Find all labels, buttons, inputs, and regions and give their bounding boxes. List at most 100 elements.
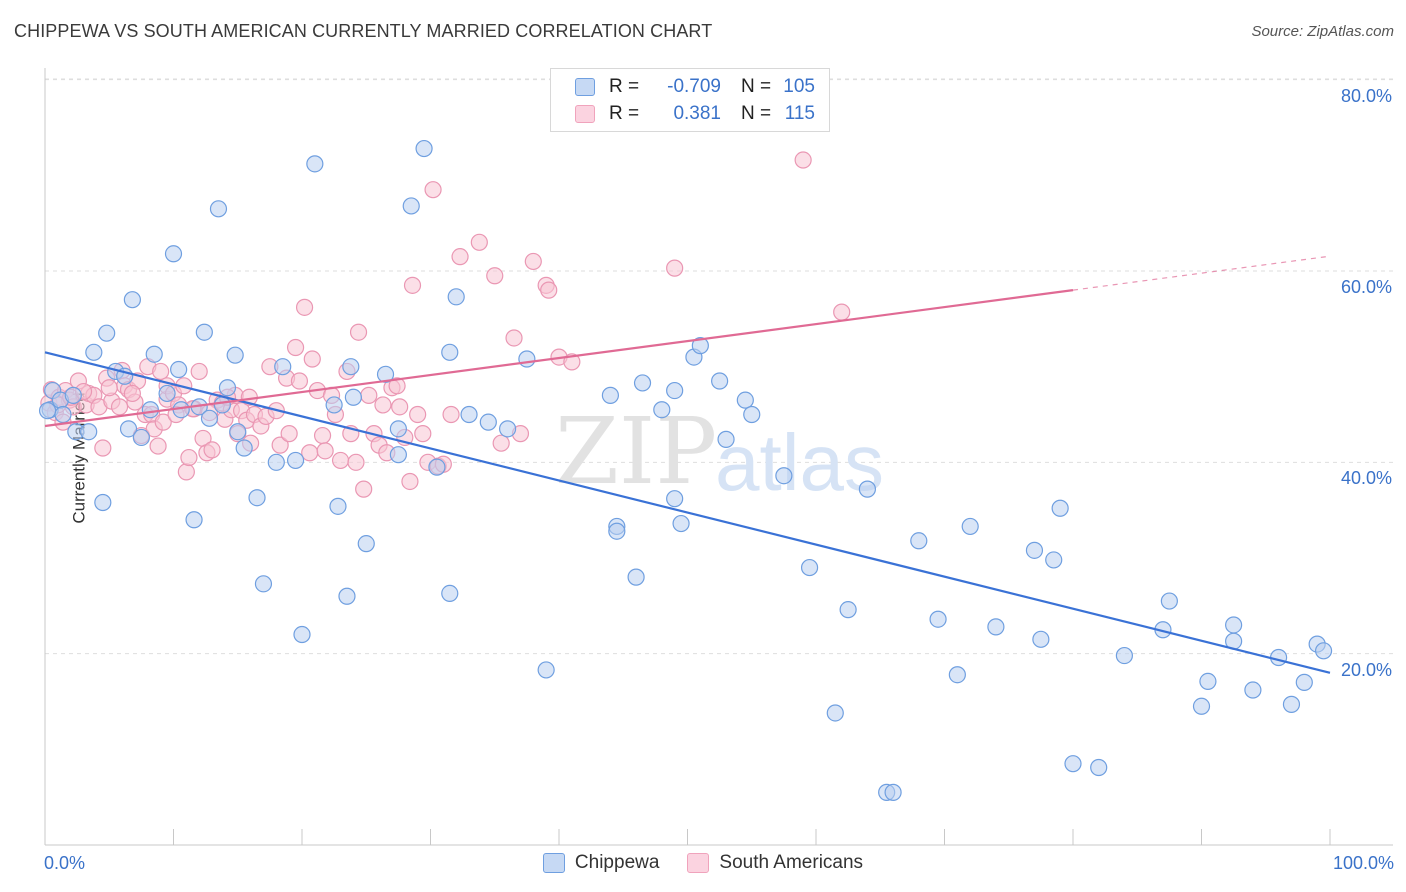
chippewa-point bbox=[666, 490, 684, 508]
chippewa-point bbox=[961, 517, 979, 536]
south-americans-point bbox=[409, 405, 427, 424]
chippewa-point bbox=[164, 245, 183, 263]
south-americans-point bbox=[524, 252, 542, 271]
south-americans-point bbox=[100, 379, 118, 397]
y-tick-20: 20.0% bbox=[1340, 660, 1392, 680]
chippewa-point bbox=[235, 439, 253, 457]
south-americans-point bbox=[347, 453, 365, 471]
chart-title: CHIPPEWA VS SOUTH AMERICAN CURRENTLY MAR… bbox=[14, 21, 713, 41]
stats-legend: R = -0.709 N = 105 R = 0.381 N = 115 bbox=[550, 68, 830, 132]
chippewa-point bbox=[267, 453, 285, 471]
x-tick-min: 0.0% bbox=[44, 853, 86, 873]
chippewa-point bbox=[826, 704, 844, 722]
chippewa-point bbox=[325, 396, 343, 414]
chippewa-point bbox=[441, 343, 459, 361]
chippewa-point bbox=[306, 155, 324, 173]
south-americans-point bbox=[414, 425, 432, 443]
chippewa-point bbox=[226, 346, 244, 364]
chippewa-point bbox=[85, 343, 103, 361]
south-americans-point bbox=[374, 396, 392, 414]
chippewa-point bbox=[441, 584, 459, 602]
south-americans-point bbox=[286, 338, 305, 357]
chippewa-point bbox=[1314, 642, 1333, 660]
chippewa-point bbox=[80, 423, 98, 441]
chippewa-point bbox=[376, 365, 395, 383]
legend-swatch-south-americans bbox=[575, 105, 595, 123]
chippewa-point bbox=[608, 522, 626, 540]
chippewa-point bbox=[717, 430, 735, 448]
south-americans-trend-extension bbox=[1072, 255, 1331, 291]
south-americans-point bbox=[470, 233, 488, 251]
south-americans-point bbox=[190, 362, 208, 381]
south-americans-point bbox=[540, 281, 558, 299]
series-label-chippewa: Chippewa bbox=[574, 852, 660, 873]
series-legend-south-americans: South Americans bbox=[687, 852, 863, 874]
chippewa-point bbox=[141, 401, 159, 419]
chippewa-point bbox=[293, 625, 311, 644]
chippewa-point bbox=[123, 291, 141, 309]
chippewa-point bbox=[1199, 672, 1217, 691]
chippewa-point bbox=[1192, 697, 1211, 715]
south-americans-point bbox=[505, 329, 523, 347]
chippewa-point bbox=[672, 514, 690, 533]
chippewa-point bbox=[1115, 646, 1134, 665]
chippewa-point bbox=[338, 587, 356, 605]
chippewa-point bbox=[195, 323, 213, 341]
chippewa-point bbox=[736, 391, 754, 409]
south-americans-point bbox=[290, 372, 309, 390]
chippewa-point bbox=[884, 783, 902, 801]
chippewa-point bbox=[344, 388, 362, 406]
chippewa-point bbox=[1282, 695, 1301, 713]
south-americans-point bbox=[110, 398, 129, 416]
chippewa-trend-line bbox=[44, 351, 1331, 674]
series-legend-chippewa: Chippewa bbox=[542, 852, 660, 874]
series-swatch-south-americans bbox=[687, 853, 710, 873]
chippewa-point bbox=[229, 423, 247, 441]
chippewa-point bbox=[691, 337, 709, 355]
legend-n-value: 115 bbox=[784, 103, 815, 124]
south-americans-point bbox=[666, 259, 684, 277]
south-americans-point bbox=[424, 181, 442, 199]
legend-r-value: -0.709 bbox=[667, 76, 721, 97]
chippewa-point bbox=[415, 139, 433, 158]
chippewa-point bbox=[218, 379, 237, 397]
chippewa-point bbox=[711, 372, 729, 390]
chippewa-point bbox=[858, 480, 877, 498]
chippewa-point bbox=[185, 511, 203, 529]
chippewa-point bbox=[743, 405, 761, 424]
chippewa-point bbox=[119, 420, 138, 438]
chippewa-point bbox=[213, 396, 231, 414]
south-americans-point bbox=[301, 444, 319, 462]
chippewa-point bbox=[389, 446, 407, 464]
south-americans-point bbox=[271, 436, 289, 454]
x-tick-max: 100.0% bbox=[1332, 853, 1394, 873]
chippewa-point bbox=[389, 420, 407, 438]
chippewa-point bbox=[839, 601, 857, 619]
south-americans-point bbox=[123, 384, 141, 403]
south-americans-point bbox=[492, 434, 510, 452]
south-americans-trend-line bbox=[44, 289, 1074, 428]
chippewa-point bbox=[1295, 673, 1313, 691]
chippewa-point bbox=[64, 386, 82, 404]
watermark-atlas: atlas bbox=[715, 418, 884, 507]
legend-swatch-chippewa bbox=[575, 78, 595, 96]
chippewa-point bbox=[601, 386, 620, 404]
chippewa-point bbox=[1025, 541, 1044, 559]
south-americans-point bbox=[442, 405, 460, 424]
chippewa-point bbox=[158, 384, 176, 403]
chippewa-point bbox=[653, 401, 671, 419]
chippewa-point bbox=[1032, 630, 1050, 648]
south-americans-point bbox=[355, 480, 373, 498]
chippewa-point bbox=[329, 497, 347, 515]
chippewa-point bbox=[1225, 616, 1243, 634]
chippewa-point bbox=[929, 610, 947, 628]
chippewa-point bbox=[254, 575, 273, 593]
south-americans-point bbox=[316, 442, 334, 460]
series-swatch-chippewa bbox=[542, 853, 565, 873]
chippewa-point bbox=[54, 405, 72, 424]
south-americans-point bbox=[303, 350, 321, 368]
south-americans-point bbox=[180, 448, 198, 467]
chippewa-point bbox=[479, 413, 497, 431]
south-americans-point bbox=[391, 398, 409, 416]
